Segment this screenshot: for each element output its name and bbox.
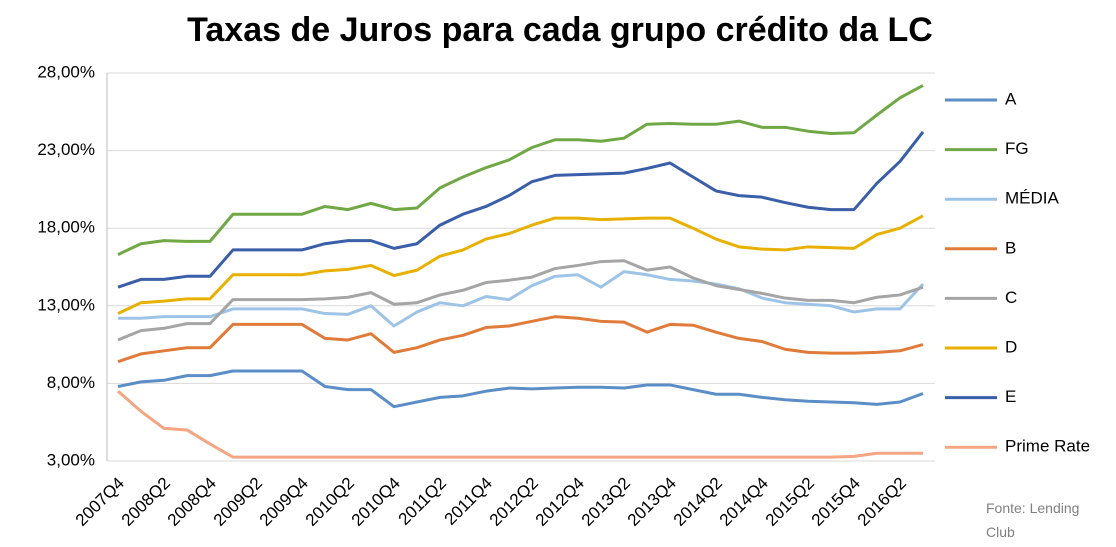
- x-tick-label: 2015Q4: [808, 474, 864, 530]
- legend-label: E: [1005, 387, 1016, 406]
- legend-label: FG: [1005, 139, 1029, 158]
- x-tick-label: 2010Q4: [348, 474, 404, 530]
- y-tick-label: 28,00%: [37, 62, 95, 81]
- x-tick-label: 2008Q2: [118, 474, 174, 530]
- legend-label: MÉDIA: [1005, 189, 1060, 208]
- series-line: [118, 270, 925, 328]
- series-line: [117, 131, 925, 289]
- x-tick-label: 2011Q2: [395, 474, 450, 529]
- y-tick-label: 8,00%: [47, 373, 95, 392]
- x-tick-label: 2012Q4: [532, 474, 588, 530]
- x-tick-label: 2011Q4: [441, 474, 496, 529]
- y-tick-label: 3,00%: [47, 450, 95, 469]
- x-tick-label: 2009Q4: [256, 474, 312, 530]
- series-line: [117, 315, 924, 364]
- legend-label: D: [1005, 337, 1017, 356]
- x-tick-label: 2008Q4: [164, 474, 220, 530]
- x-tick-label: 2016Q2: [854, 474, 910, 530]
- legend-label: Prime Rate: [1005, 437, 1090, 456]
- x-tick-label: 2012Q2: [486, 474, 542, 530]
- x-tick-label: 2009Q2: [210, 474, 266, 530]
- series-line: [117, 214, 924, 315]
- series-line: [117, 259, 924, 342]
- y-tick-label: 18,00%: [37, 218, 95, 237]
- series-line: [117, 369, 924, 409]
- source-note: Fonte: Lending Club: [986, 500, 1080, 540]
- chart-title: Taxas de Juros para cada grupo crédito d…: [187, 11, 933, 49]
- series-line: [117, 390, 923, 459]
- x-tick-label: 2014Q4: [716, 474, 772, 530]
- y-tick-label: 13,00%: [37, 295, 95, 314]
- x-tick-label: 2013Q4: [624, 474, 680, 530]
- series-line: [117, 84, 924, 256]
- legend-label: B: [1005, 238, 1016, 257]
- x-tick-label: 2014Q2: [670, 474, 726, 530]
- x-tick-label: 2015Q2: [762, 474, 818, 530]
- x-tick-label: 2013Q2: [578, 474, 634, 530]
- x-tick-label: 2010Q2: [302, 474, 358, 530]
- x-tick-label: 2007Q4: [72, 474, 128, 530]
- y-tick-label: 23,00%: [37, 140, 95, 159]
- legend-label: A: [1005, 89, 1017, 108]
- legend-label: C: [1005, 288, 1017, 307]
